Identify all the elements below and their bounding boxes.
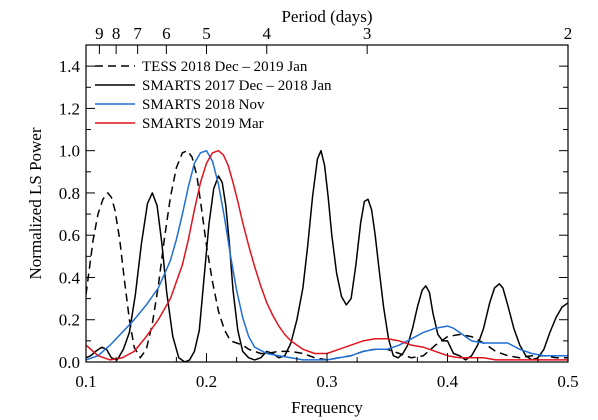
legend: TESS 2018 Dec – 2019 Jan SMARTS 2017 Dec … bbox=[95, 59, 332, 132]
legend-entry-1: TESS 2018 Dec – 2019 Jan bbox=[142, 59, 308, 75]
top-axis-title: Period (days) bbox=[281, 7, 372, 26]
x-tick-label: 0.2 bbox=[196, 372, 217, 391]
y-tick-label: 0.0 bbox=[59, 353, 80, 372]
period-tick-label: 7 bbox=[133, 24, 142, 43]
y-tick-label: 1.2 bbox=[59, 99, 80, 118]
series-line-2 bbox=[86, 149, 568, 362]
y-axis-title: Normalized LS Power bbox=[26, 127, 45, 279]
series-line-4 bbox=[86, 149, 568, 361]
y-tick-label: 0.8 bbox=[59, 184, 80, 203]
period-tick-label: 3 bbox=[363, 24, 372, 43]
x-axis-title: Frequency bbox=[291, 398, 363, 417]
period-tick-label: 5 bbox=[202, 24, 211, 43]
x-tick-label: 0.1 bbox=[75, 372, 96, 391]
y-tick-label: 1.4 bbox=[59, 57, 81, 76]
y-tick-label: 1.0 bbox=[59, 142, 80, 161]
legend-entry-3: SMARTS 2018 Nov bbox=[142, 97, 265, 113]
x-tick-label: 0.4 bbox=[437, 372, 459, 391]
series-layer bbox=[86, 149, 568, 362]
series-line-1 bbox=[86, 149, 568, 361]
series-line-3 bbox=[86, 149, 568, 361]
period-tick-label: 8 bbox=[112, 24, 121, 43]
y-tick-label: 0.6 bbox=[59, 226, 80, 245]
ticks-layer: 0.1 0.2 0.3 0.4 0.5 0.0 0.2 0.4 0.6 0.8 1.0 1.2 1.4 9… bbox=[59, 24, 579, 391]
period-tick-label: 6 bbox=[162, 24, 171, 43]
x-tick-label: 0.5 bbox=[557, 372, 578, 391]
period-tick-label: 9 bbox=[95, 24, 104, 43]
period-tick-label: 4 bbox=[263, 24, 272, 43]
y-tick-label: 0.2 bbox=[59, 311, 80, 330]
x-tick-label: 0.3 bbox=[316, 372, 337, 391]
legend-entry-4: SMARTS 2019 Mar bbox=[142, 116, 264, 132]
legend-entry-2: SMARTS 2017 Dec – 2018 Jan bbox=[142, 78, 332, 94]
period-tick-label: 2 bbox=[564, 24, 573, 43]
y-tick-label: 0.4 bbox=[59, 268, 81, 287]
